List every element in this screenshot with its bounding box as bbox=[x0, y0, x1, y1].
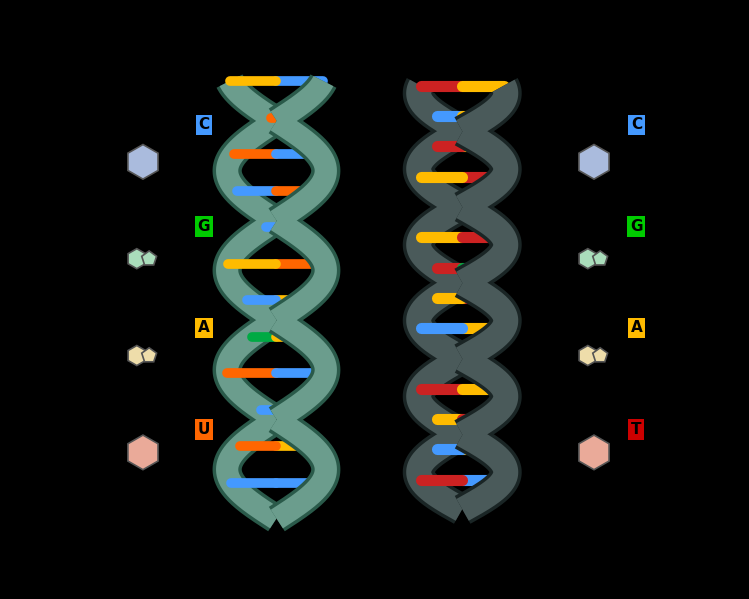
Polygon shape bbox=[142, 251, 157, 265]
Polygon shape bbox=[579, 435, 609, 470]
Polygon shape bbox=[128, 144, 158, 179]
Polygon shape bbox=[128, 435, 158, 470]
Text: A: A bbox=[631, 320, 642, 335]
Text: U: U bbox=[198, 422, 210, 437]
Polygon shape bbox=[128, 249, 145, 269]
Polygon shape bbox=[579, 249, 596, 269]
Polygon shape bbox=[142, 348, 157, 362]
Polygon shape bbox=[128, 346, 145, 365]
Text: T: T bbox=[631, 422, 642, 437]
Text: G: G bbox=[630, 219, 643, 234]
Polygon shape bbox=[592, 348, 607, 362]
Text: A: A bbox=[198, 320, 210, 335]
Text: C: C bbox=[631, 117, 642, 132]
Polygon shape bbox=[592, 251, 607, 265]
Text: C: C bbox=[198, 117, 210, 132]
Polygon shape bbox=[579, 346, 596, 365]
Text: G: G bbox=[198, 219, 210, 234]
Polygon shape bbox=[579, 144, 609, 179]
